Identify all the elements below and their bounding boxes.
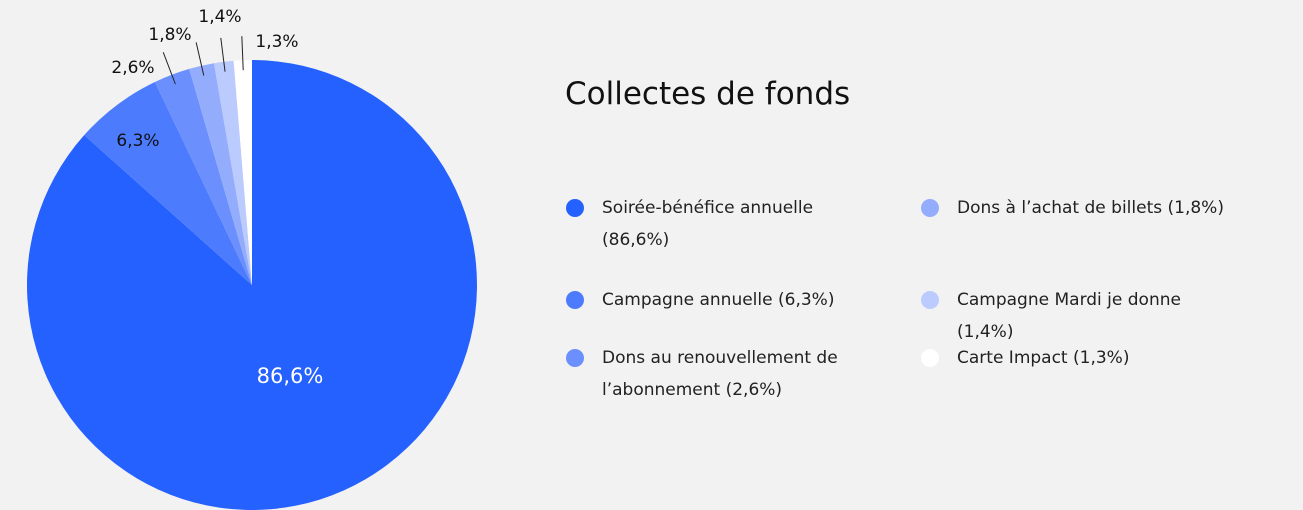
legend-marker xyxy=(921,349,939,367)
chart: 86,6% 6,3% 2,6% 1,8% 1,4% 1,3% xyxy=(26,7,477,510)
legend-label: Dons à l’achat de billets (1,8%) xyxy=(957,198,1224,218)
legend-label: Campagne annuelle (6,3%) xyxy=(602,290,835,310)
leader-line xyxy=(241,36,244,71)
legend-label: Dons au renouvellement de l’abonnement (… xyxy=(602,348,838,400)
legend-label: Carte Impact (1,3%) xyxy=(957,348,1130,368)
legend-marker xyxy=(921,199,939,217)
pie-slice xyxy=(233,60,252,285)
leader-line xyxy=(195,42,205,76)
legend-label: Soirée-bénéfice annuelle (86,6%) xyxy=(602,198,814,250)
legend-item: Dons au renouvellement de l’abonnement (… xyxy=(566,342,877,406)
pie-slice xyxy=(84,82,252,285)
pie-slice xyxy=(214,60,252,285)
pie-slice xyxy=(26,60,477,510)
leader-line xyxy=(162,52,176,85)
legend-label: Campagne Mardi je donne (1,4%) xyxy=(957,290,1181,342)
legend-item: Carte Impact (1,3%) xyxy=(921,342,1232,374)
legend-marker xyxy=(921,291,939,309)
leader-line xyxy=(220,37,226,72)
legend-item: Soirée-bénéfice annuelle (86,6%) xyxy=(566,192,877,256)
data-label: 86,6% xyxy=(257,364,324,388)
legend-item: Campagne annuelle (6,3%) xyxy=(566,284,877,316)
data-label: 1,8% xyxy=(148,25,191,45)
data-label: 2,6% xyxy=(111,58,154,78)
legend-marker xyxy=(566,199,584,217)
pie-slice xyxy=(154,68,252,285)
legend-item: Dons à l’achat de billets (1,8%) xyxy=(921,192,1232,224)
data-label: 1,4% xyxy=(198,7,241,27)
data-label: 6,3% xyxy=(116,131,159,151)
legend-marker xyxy=(566,349,584,367)
data-label: 1,3% xyxy=(255,32,298,52)
legend-item: Campagne Mardi je donne (1,4%) xyxy=(921,284,1232,348)
legend-marker xyxy=(566,291,584,309)
pie-slice xyxy=(189,63,252,285)
chart-title: Collectes de fonds xyxy=(565,76,851,112)
